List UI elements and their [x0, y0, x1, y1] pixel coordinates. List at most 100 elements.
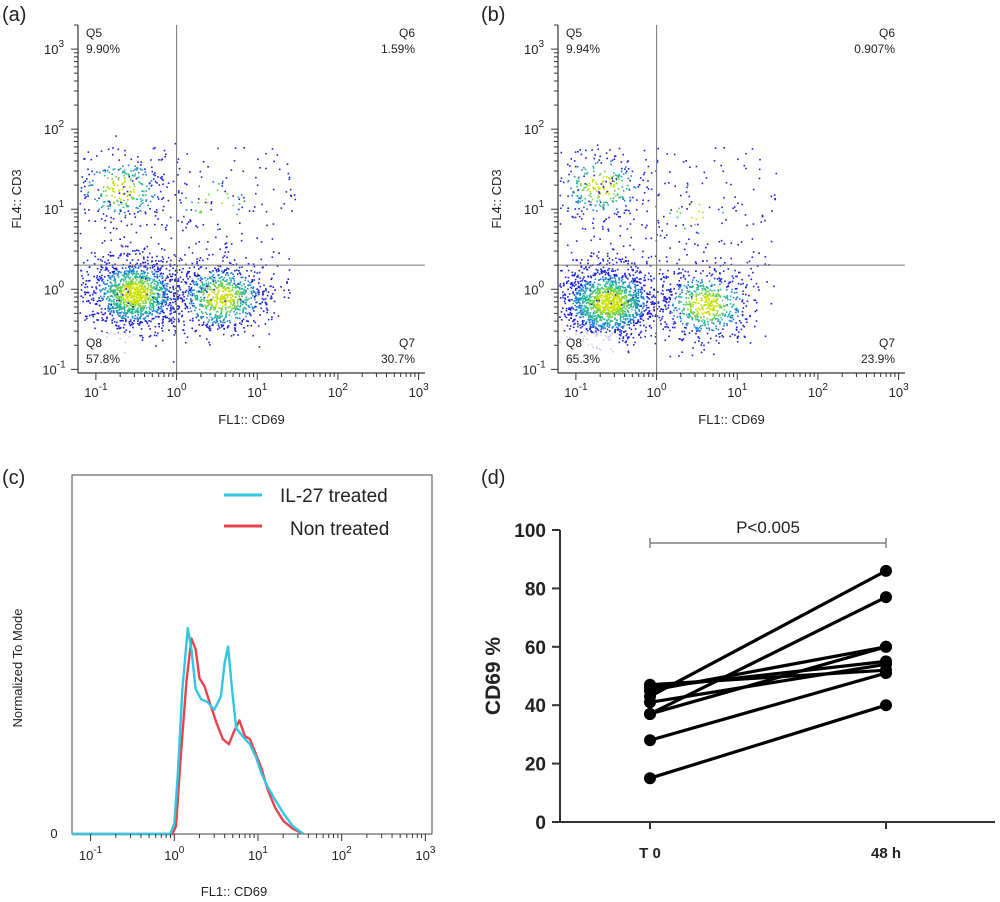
event-dot	[181, 300, 184, 303]
event-dot	[567, 210, 569, 212]
event-dot	[235, 286, 237, 289]
event-dot	[584, 309, 587, 312]
event-dot	[621, 302, 623, 305]
event-dot	[646, 313, 649, 315]
event-dot	[564, 302, 567, 305]
event-dot	[704, 301, 706, 303]
event-dot	[133, 270, 135, 273]
event-dot	[191, 294, 194, 297]
event-dot	[124, 202, 127, 205]
event-dot	[562, 294, 565, 297]
event-dot	[736, 326, 738, 329]
event-dot	[97, 189, 100, 191]
event-dot	[134, 168, 137, 171]
event-dot	[137, 320, 139, 322]
event-dot	[142, 262, 145, 264]
event-dot	[112, 190, 114, 192]
event-dot	[602, 258, 604, 260]
event-dot	[596, 320, 598, 323]
event-dot	[120, 293, 123, 295]
event-dot	[237, 273, 239, 275]
event-dot	[687, 284, 689, 286]
event-dot	[711, 283, 713, 286]
event-dot	[585, 323, 587, 325]
event-dot	[710, 274, 713, 277]
event-dot	[235, 316, 237, 319]
event-dot	[115, 324, 117, 326]
event-dot	[623, 313, 626, 316]
event-dot	[165, 302, 168, 305]
event-dot	[687, 308, 689, 311]
event-dot	[106, 205, 109, 207]
event-dot	[169, 265, 172, 267]
event-dot	[609, 310, 611, 313]
event-dot	[681, 330, 683, 333]
event-dot	[236, 293, 238, 296]
event-dot	[107, 177, 109, 179]
event-dot	[630, 304, 632, 306]
event-dot	[581, 279, 584, 282]
event-dot	[650, 278, 652, 281]
event-dot	[137, 303, 139, 305]
event-dot	[596, 302, 599, 305]
event-dot	[590, 290, 593, 293]
event-dot	[614, 310, 617, 312]
event-dot	[250, 287, 253, 289]
event-dot	[283, 203, 286, 205]
event-dot	[638, 299, 640, 302]
event-dot	[208, 314, 211, 316]
event-dot	[120, 278, 123, 281]
event-dot	[570, 187, 572, 190]
event-dot	[752, 271, 754, 274]
event-dot	[128, 310, 131, 313]
event-dot	[586, 295, 588, 297]
event-dot	[609, 284, 612, 286]
event-dot	[127, 281, 130, 283]
event-dot	[610, 287, 612, 290]
event-dot	[662, 286, 664, 288]
event-dot	[144, 305, 146, 307]
event-dot	[243, 283, 245, 286]
event-dot	[121, 290, 124, 292]
event-dot	[122, 278, 124, 280]
event-dot	[592, 326, 594, 328]
event-dot	[123, 193, 126, 195]
event-dot	[598, 309, 601, 311]
event-dot	[109, 285, 112, 287]
event-dot	[627, 311, 630, 313]
event-dot	[184, 304, 187, 306]
event-dot	[589, 328, 591, 330]
event-dot	[160, 287, 162, 290]
event-dot	[208, 285, 211, 288]
event-dot	[236, 308, 239, 311]
event-dot	[227, 196, 230, 199]
event-dot	[705, 298, 708, 301]
event-dot	[617, 188, 620, 190]
event-dot	[700, 285, 703, 288]
event-dot	[202, 315, 204, 318]
event-dot	[232, 300, 234, 302]
event-dot	[139, 305, 142, 307]
event-dot	[705, 299, 707, 302]
event-dot	[249, 313, 251, 315]
event-dot	[620, 330, 623, 332]
event-dot	[146, 322, 149, 325]
event-dot	[570, 317, 572, 319]
event-dot	[600, 270, 602, 273]
event-dot	[104, 171, 107, 173]
event-dot	[736, 337, 739, 339]
event-dot	[177, 190, 180, 192]
event-dot	[149, 252, 151, 255]
event-dot	[238, 198, 240, 200]
event-dot	[157, 176, 159, 178]
event-dot	[102, 186, 105, 188]
event-dot	[176, 298, 179, 301]
event-dot	[640, 313, 642, 315]
event-dot	[233, 298, 235, 300]
event-dot	[691, 318, 694, 321]
event-dot	[130, 301, 132, 303]
event-dot	[109, 288, 112, 291]
event-dot	[603, 284, 606, 287]
event-dot	[210, 277, 213, 280]
event-dot	[214, 299, 216, 302]
